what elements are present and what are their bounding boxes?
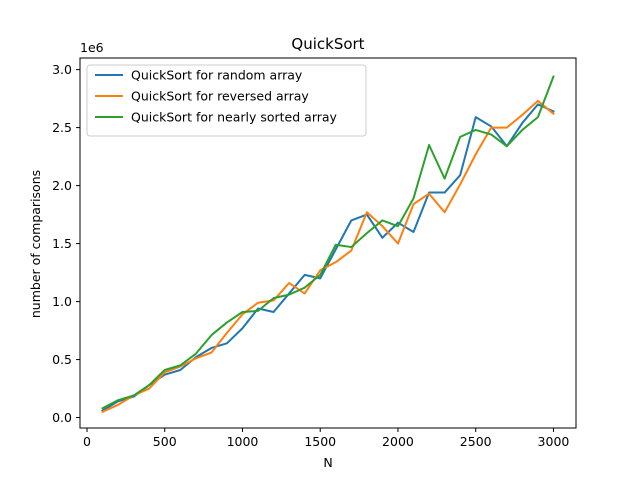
series-line-3 [101,75,555,410]
y-tick-label: 0.5 [52,352,72,367]
y-tick-label: 1.0 [52,294,72,309]
x-tick-label: 1000 [227,434,259,449]
x-tick-label: 3000 [538,434,570,449]
y-tick-label: 3.0 [52,62,72,77]
chart-title: QuickSort [291,35,364,53]
x-tick-label: 2000 [382,434,414,449]
legend: QuickSort for random array QuickSort for … [86,64,367,137]
y-tick-label: 2.5 [52,120,72,135]
legend-box [86,64,367,137]
legend-label-2: QuickSort for reversed array [131,89,309,104]
y-tick-label: 2.0 [52,178,72,193]
x-axis-label: N [323,455,332,470]
plot-area: 0 500 1000 1500 2000 2500 3000 0.0 0.5 1.0 1.5 2.0 2… [52,57,577,449]
legend-label-3: QuickSort for nearly sorted array [131,110,338,125]
series-line-1 [101,103,555,412]
legend-label-1: QuickSort for random array [131,68,303,83]
y-axis-label: number of comparisons [28,170,43,318]
axes-frame [79,57,577,429]
x-tick-label: 1500 [304,434,336,449]
x-tick-label: 2500 [460,434,492,449]
x-tick-label: 500 [153,434,177,449]
series-group [101,75,555,414]
y-offset-label: 1e6 [80,40,104,55]
series-line-2 [101,99,555,414]
y-tick-label: 1.5 [52,236,72,251]
x-tick-label: 0 [83,434,91,449]
y-tick-label: 0.0 [52,410,72,425]
